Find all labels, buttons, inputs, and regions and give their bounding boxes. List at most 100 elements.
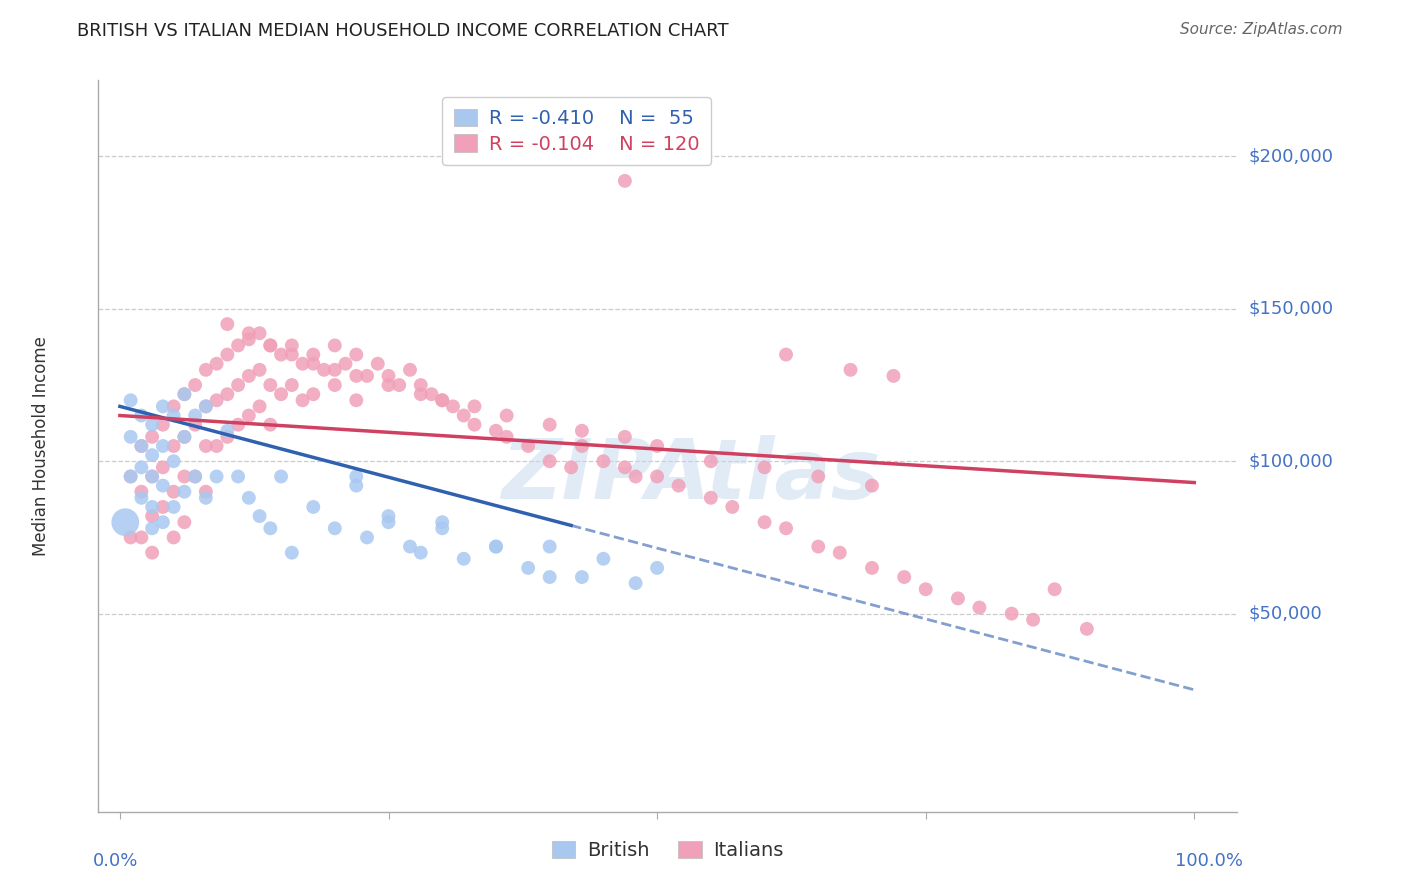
Point — [281, 338, 304, 352]
Text: $150,000: $150,000 — [1249, 300, 1334, 318]
Point — [120, 469, 142, 483]
Text: 0.0%: 0.0% — [93, 852, 138, 870]
Point — [828, 546, 851, 560]
Point — [571, 439, 593, 453]
Point — [377, 509, 399, 524]
Point — [485, 540, 508, 554]
Point — [114, 515, 136, 529]
Point — [141, 469, 163, 483]
Point — [259, 378, 281, 392]
Point — [1043, 582, 1066, 597]
Point — [162, 530, 184, 544]
Point — [946, 591, 969, 606]
Point — [538, 417, 561, 432]
Point — [226, 417, 249, 432]
Point — [152, 417, 174, 432]
Point — [969, 600, 991, 615]
Point — [226, 469, 249, 483]
Point — [249, 363, 271, 377]
Point — [839, 363, 862, 377]
Point — [388, 378, 411, 392]
Point — [152, 439, 174, 453]
Point — [259, 521, 281, 535]
Point — [323, 521, 346, 535]
Point — [131, 491, 153, 505]
Point — [152, 400, 174, 414]
Point — [463, 400, 485, 414]
Point — [1076, 622, 1098, 636]
Point — [914, 582, 936, 597]
Point — [432, 521, 454, 535]
Text: $200,000: $200,000 — [1249, 147, 1334, 166]
Point — [432, 393, 454, 408]
Point — [194, 484, 217, 499]
Point — [226, 378, 249, 392]
Point — [194, 363, 217, 377]
Point — [152, 478, 174, 492]
Point — [367, 357, 389, 371]
Point — [184, 469, 207, 483]
Point — [281, 378, 304, 392]
Point — [141, 417, 163, 432]
Point — [409, 378, 432, 392]
Point — [162, 500, 184, 514]
Point — [302, 357, 325, 371]
Point — [645, 561, 668, 575]
Point — [131, 409, 153, 423]
Point — [141, 500, 163, 514]
Point — [893, 570, 915, 584]
Point — [173, 387, 195, 401]
Point — [120, 530, 142, 544]
Point — [173, 469, 195, 483]
Point — [377, 368, 399, 383]
Point — [302, 500, 325, 514]
Point — [560, 460, 582, 475]
Point — [259, 417, 281, 432]
Point — [463, 417, 485, 432]
Text: ZIPAtlas: ZIPAtlas — [501, 434, 880, 516]
Point — [592, 551, 614, 566]
Point — [538, 540, 561, 554]
Point — [645, 439, 668, 453]
Point — [302, 387, 325, 401]
Point — [270, 469, 292, 483]
Text: 100.0%: 100.0% — [1175, 852, 1243, 870]
Point — [377, 378, 399, 392]
Point — [238, 491, 260, 505]
Point — [420, 387, 443, 401]
Point — [194, 400, 217, 414]
Point — [184, 417, 207, 432]
Point — [291, 357, 314, 371]
Point — [131, 484, 153, 499]
Text: $100,000: $100,000 — [1249, 452, 1333, 470]
Point — [205, 393, 228, 408]
Point — [344, 368, 367, 383]
Text: Source: ZipAtlas.com: Source: ZipAtlas.com — [1180, 22, 1343, 37]
Legend: British, Italians: British, Italians — [544, 833, 792, 868]
Point — [453, 551, 475, 566]
Point — [217, 317, 239, 331]
Point — [613, 430, 636, 444]
Point — [613, 460, 636, 475]
Point — [238, 332, 260, 346]
Point — [162, 439, 184, 453]
Point — [238, 368, 260, 383]
Point — [259, 338, 281, 352]
Point — [613, 174, 636, 188]
Point — [238, 409, 260, 423]
Point — [624, 469, 647, 483]
Point — [860, 478, 883, 492]
Point — [485, 424, 508, 438]
Point — [668, 478, 690, 492]
Point — [624, 576, 647, 591]
Point — [377, 515, 399, 529]
Point — [131, 439, 153, 453]
Point — [495, 409, 517, 423]
Point — [721, 500, 744, 514]
Point — [173, 484, 195, 499]
Point — [291, 393, 314, 408]
Point — [238, 326, 260, 341]
Point — [571, 424, 593, 438]
Point — [162, 409, 184, 423]
Point — [249, 326, 271, 341]
